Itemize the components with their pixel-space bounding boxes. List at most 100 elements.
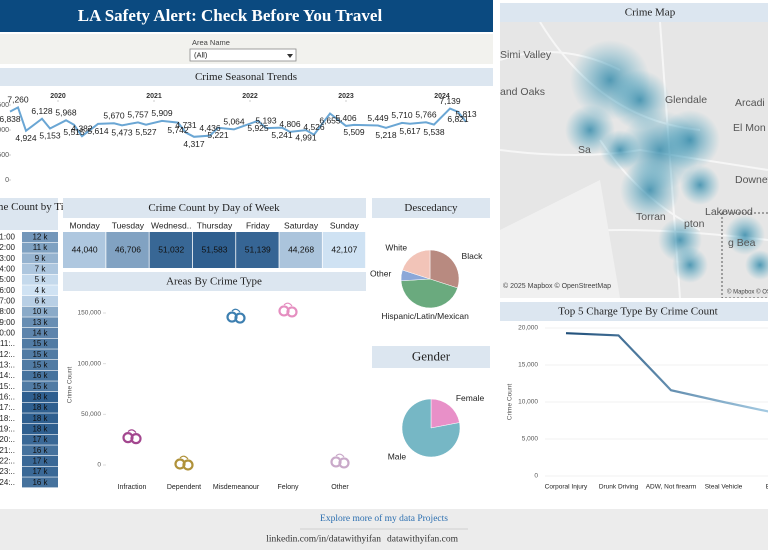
page-title: LA Safety Alert: Check Before You Travel (78, 6, 383, 25)
y-tick-label: 2,500 (0, 152, 9, 159)
heat-cell (22, 477, 58, 488)
chart-title: Top 5 Charge Type By Crime Count (558, 306, 717, 318)
header-bar (372, 198, 490, 218)
data-label: 5,925 (247, 123, 269, 133)
data-label: 4,806 (279, 119, 301, 129)
data-label: 7,139 (439, 96, 461, 106)
cell-label: 15 k (32, 382, 48, 391)
header-bar (0, 198, 58, 230)
header-bar (0, 68, 493, 86)
footer-link[interactable]: Explore more of my data Projects (320, 513, 448, 524)
pie-slice (400, 278, 458, 309)
pie-slice (402, 249, 431, 280)
cell-label: 44,040 (72, 244, 98, 254)
cell-label: 6 k (35, 296, 47, 305)
map-inset (721, 212, 768, 298)
row-label: 14:.. (0, 371, 15, 380)
heat-cell (22, 381, 58, 392)
data-label: 5,968 (55, 108, 77, 118)
row-label: 18:.. (0, 414, 15, 423)
row-label: 5:00 (0, 275, 16, 284)
heat-cell (192, 232, 236, 268)
data-label: 5,538 (423, 127, 445, 137)
heat-cell (22, 338, 58, 349)
cell-label: 44,268 (288, 244, 314, 254)
y-tick-label: 5,000 (0, 127, 9, 134)
cell-label: 18 k (32, 414, 48, 423)
chart-title: Areas By Crime Type (166, 276, 262, 288)
row-label: 11:.. (0, 339, 15, 348)
column-label: Sunday (330, 220, 360, 230)
y-tick-label: 0 (97, 462, 101, 469)
cell-label: 17 k (32, 467, 48, 476)
header-bar (500, 3, 768, 22)
y-axis-label: Crime Count (507, 384, 514, 421)
data-label: 5,153 (39, 131, 61, 141)
row-label: 19:.. (0, 424, 15, 433)
data-label: 5,617 (399, 126, 421, 136)
column-label: Friday (246, 220, 270, 230)
data-label: 5,670 (103, 111, 125, 121)
row-label: 21:.. (0, 446, 15, 455)
footer-site[interactable]: linkedin.com/in/datawithyifan (266, 534, 381, 545)
data-label: 5,221 (207, 130, 229, 140)
y-tick-label: 10,000 (518, 399, 538, 406)
cell-label: 46,706 (115, 244, 141, 254)
heat-cell (22, 232, 58, 243)
cell-label: 18 k (32, 424, 48, 433)
y-tick-label: 5,000 (522, 436, 539, 443)
handcuff-marker (330, 453, 350, 469)
footer-site[interactable]: datawithyifan.com (387, 534, 459, 545)
data-label: 5,193 (255, 115, 277, 125)
row-label: 7:00 (0, 296, 16, 305)
heat-cell (236, 232, 279, 268)
row-label: 9:00 (0, 318, 16, 327)
map-place: Torran (636, 211, 666, 223)
y-tick-label: 150,000 (78, 310, 102, 317)
row-label: 24:.. (0, 478, 15, 487)
dropdown-value[interactable]: (All) (194, 50, 208, 59)
y-tick-label: 7,500 (0, 102, 9, 109)
chart-title: Crime Count by Day of Week (148, 202, 280, 214)
data-label: 5,742 (167, 125, 189, 135)
heat-cell (22, 456, 58, 467)
map-place: Sa (578, 144, 591, 156)
heat-cell (22, 306, 58, 317)
cell-label: 16 k (32, 446, 48, 455)
map[interactable] (500, 22, 768, 298)
slice-label: Black (462, 251, 484, 261)
heat-cell (22, 317, 58, 328)
map-place: g Bea (728, 237, 756, 249)
cell-label: 51,032 (158, 244, 184, 254)
cell-label: 17 k (32, 435, 48, 444)
dropdown-box[interactable] (189, 48, 297, 62)
x-tick-label: ADW, Not firearm (646, 484, 697, 491)
data-label: 5,509 (343, 127, 365, 137)
row-label: 16:.. (0, 392, 15, 401)
slice-label: Other (370, 268, 391, 278)
column-label: Monday (70, 220, 101, 230)
row-label: 15:.. (0, 382, 15, 391)
data-label: 5,515 (63, 127, 85, 137)
x-tick-label: Steal Vehicle (705, 484, 743, 491)
data-label: 4,317 (183, 139, 205, 149)
x-tick-label: 2020 (50, 93, 66, 100)
y-tick-label: 100,000 (78, 360, 102, 367)
x-tick-label: Other (331, 484, 349, 491)
cell-label: 4 k (35, 286, 47, 295)
filter-dropdown[interactable]: (All) (189, 48, 297, 62)
chain (231, 308, 241, 313)
heat-cell (22, 274, 58, 285)
y-axis-label: Crime Count (67, 367, 74, 404)
dropdown-arrow[interactable] (287, 54, 293, 58)
heat-cell (22, 370, 58, 381)
slice-label: Female (456, 393, 485, 403)
cuff (234, 312, 246, 324)
data-label: 6,838 (0, 114, 21, 124)
heat-cell (22, 349, 58, 360)
data-label: 6,655 (319, 116, 341, 126)
y-tick-label: 0 (534, 473, 538, 480)
cell-label: 17 k (32, 456, 48, 465)
x-tick-label: Drunk Driving (599, 484, 639, 491)
